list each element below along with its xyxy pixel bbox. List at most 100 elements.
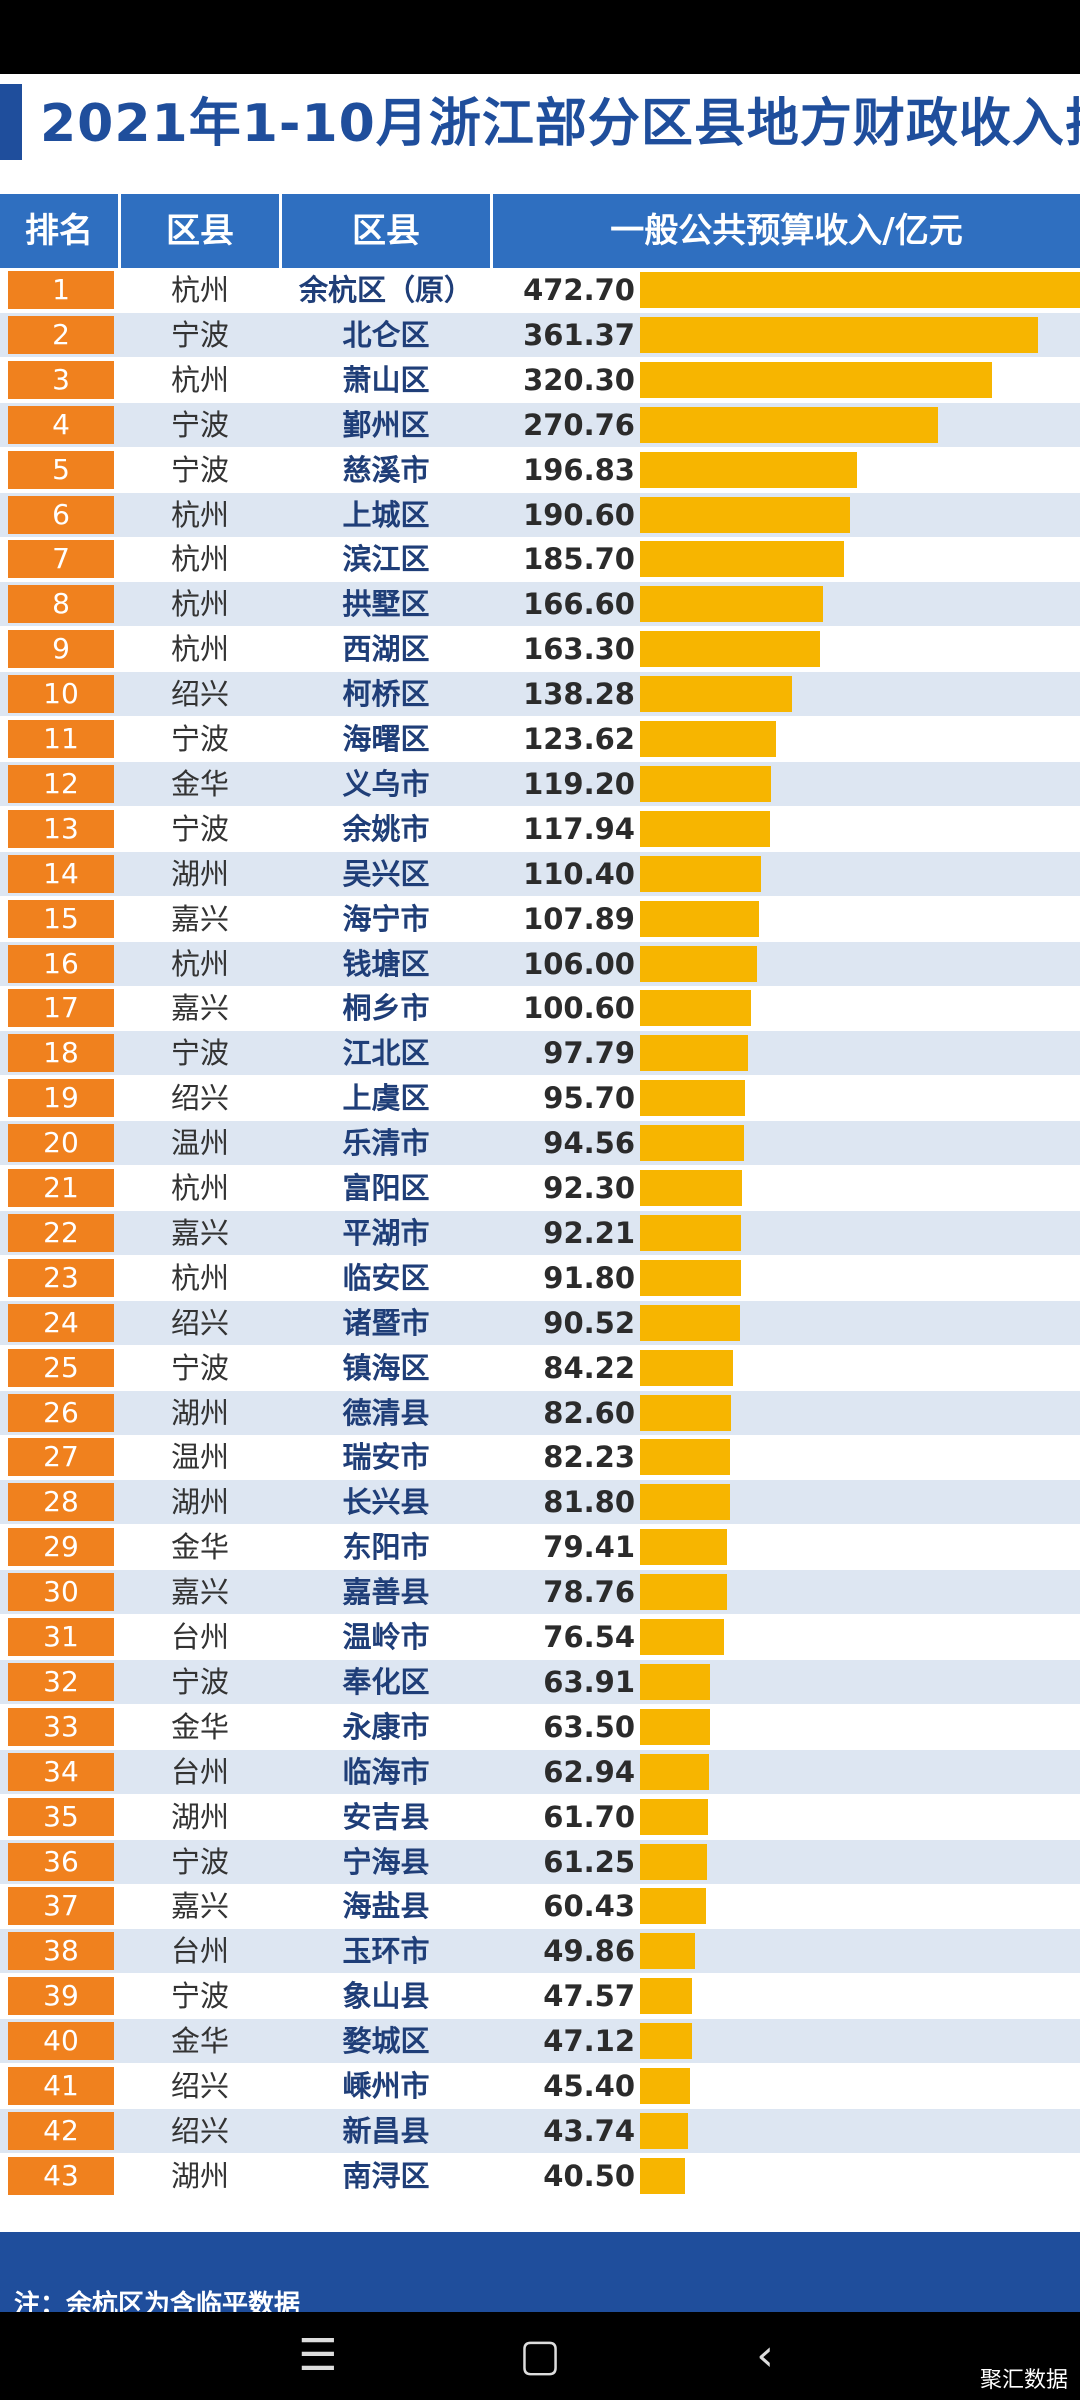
county-label: 诸暨市 (342, 1305, 430, 1340)
header-divider (490, 194, 493, 268)
county-label: 镇海区 (342, 1350, 430, 1385)
value-label: 138.28 (523, 677, 635, 712)
value-bar (640, 1080, 746, 1117)
value-bar (640, 586, 824, 623)
value-bar (640, 676, 793, 713)
value-bar (640, 2068, 690, 2104)
home-icon[interactable]: ▢ (519, 2330, 561, 2381)
table-row: 14 湖州 吴兴区 110.40 (0, 851, 1080, 896)
table-row: 9 杭州 西湖区 163.30 (0, 627, 1080, 671)
rank-label: 15 (8, 899, 114, 938)
table-row: 18 宁波 江北区 97.79 (0, 1031, 1080, 1076)
table-row: 34 台州 临海市 62.94 (0, 1749, 1080, 1794)
footnote: 注：余杭区为含临平数据 (14, 2290, 301, 2312)
value-bar (640, 1574, 727, 1611)
table-row: 12 金华 义乌市 119.20 (0, 761, 1080, 806)
table-row: 42 绍兴 新昌县 43.74 (0, 2108, 1080, 2153)
city-label: 台州 (170, 1934, 229, 1969)
county-label: 新昌县 (342, 2113, 430, 2148)
county-label: 江北区 (342, 1036, 430, 1071)
county-label: 东阳市 (342, 1530, 430, 1565)
table-row: 25 宁波 镇海区 84.22 (0, 1346, 1080, 1390)
city-label: 嘉兴 (170, 1215, 229, 1250)
county-label: 上虞区 (342, 1081, 430, 1116)
city-label: 嘉兴 (170, 901, 229, 936)
value-bar (640, 1349, 733, 1386)
rank-label: 43 (8, 2156, 114, 2195)
county-label: 余姚市 (342, 811, 430, 846)
city-label: 绍兴 (170, 2113, 229, 2148)
header-divider (118, 194, 121, 268)
city-label: 宁波 (170, 1844, 229, 1879)
rank-label: 12 (8, 764, 114, 803)
county-label: 南浔区 (342, 2158, 430, 2193)
table-row: 40 金华 婺城区 47.12 (0, 2019, 1080, 2064)
title-bar: 2021年1-10月浙江部分区县地方财政收入排 (0, 74, 1080, 186)
value-bar (640, 1933, 695, 1970)
back-icon[interactable]: ‹ (756, 2330, 774, 2381)
rank-label: 39 (8, 1977, 114, 2016)
county-label: 富阳区 (342, 1171, 430, 1205)
chart-title: 2021年1-10月浙江部分区县地方财政收入排 (40, 94, 1080, 154)
table-row: 5 宁波 慈溪市 196.83 (0, 448, 1080, 492)
city-label: 杭州 (170, 1171, 229, 1205)
value-label: 100.60 (523, 991, 635, 1026)
title-accent-bar (0, 84, 22, 160)
rank-label: 25 (8, 1348, 114, 1387)
value-label: 94.56 (543, 1126, 635, 1161)
county-label: 慈溪市 (342, 452, 430, 487)
value-label: 117.94 (523, 811, 635, 846)
county-label: 平湖市 (342, 1215, 430, 1250)
value-label: 81.80 (543, 1485, 635, 1520)
value-label: 78.76 (543, 1575, 635, 1610)
county-label: 鄞州区 (342, 407, 430, 442)
county-label: 奉化区 (342, 1664, 430, 1699)
value-label: 190.60 (523, 497, 635, 532)
header-divider (279, 194, 282, 268)
table-row: 26 湖州 德清县 82.60 (0, 1390, 1080, 1435)
county-label: 西湖区 (342, 632, 430, 667)
county-label: 嘉善县 (342, 1575, 430, 1610)
rank-label: 20 (8, 1124, 114, 1163)
value-label: 119.20 (523, 766, 635, 801)
rank-label: 18 (8, 1034, 114, 1073)
value-bar (640, 406, 938, 443)
value-bar (640, 810, 770, 847)
table-header: 排名 区县 区县 一般公共预算收入/亿元 (0, 194, 1080, 268)
value-label: 79.41 (543, 1530, 635, 1565)
header-value: 一般公共预算收入/亿元 (610, 211, 963, 251)
city-label: 嘉兴 (170, 1575, 229, 1610)
value-bar (640, 1529, 728, 1566)
rank-label: 27 (8, 1438, 114, 1477)
city-label: 宁波 (170, 811, 229, 846)
table-row: 27 温州 瑞安市 82.23 (0, 1435, 1080, 1479)
value-bar (640, 2157, 685, 2194)
county-label: 象山县 (342, 1979, 430, 2014)
value-label: 76.54 (543, 1620, 635, 1654)
value-bar (640, 2023, 692, 2060)
value-label: 90.52 (543, 1305, 635, 1340)
value-bar (640, 2112, 689, 2149)
chart-frame: 2021年1-10月浙江部分区县地方财政收入排 排名 区县 区县 一般公共预算收… (0, 74, 1080, 2312)
value-bar (640, 1663, 711, 1700)
county-label: 临安区 (342, 1260, 430, 1295)
city-label: 杭州 (170, 362, 229, 397)
header-county: 区县 (352, 211, 420, 251)
value-bar (640, 1843, 708, 1880)
menu-icon[interactable]: ☰ (298, 2330, 338, 2381)
city-label: 绍兴 (170, 1305, 229, 1340)
rank-label: 22 (8, 1213, 114, 1252)
value-label: 63.91 (543, 1664, 635, 1699)
table-row: 7 杭州 滨江区 185.70 (0, 537, 1080, 581)
county-label: 海盐县 (342, 1889, 430, 1924)
value-label: 63.50 (543, 1709, 635, 1744)
rank-label: 38 (8, 1932, 114, 1971)
value-bar (640, 855, 762, 892)
table-row: 33 金华 永康市 63.50 (0, 1705, 1080, 1749)
table-row: 3 杭州 萧山区 320.30 (0, 358, 1080, 402)
value-label: 92.21 (543, 1215, 635, 1250)
county-label: 余杭区（原） (298, 273, 473, 307)
value-bar (640, 990, 751, 1027)
city-label: 绍兴 (170, 2069, 229, 2103)
value-label: 196.83 (523, 452, 635, 487)
